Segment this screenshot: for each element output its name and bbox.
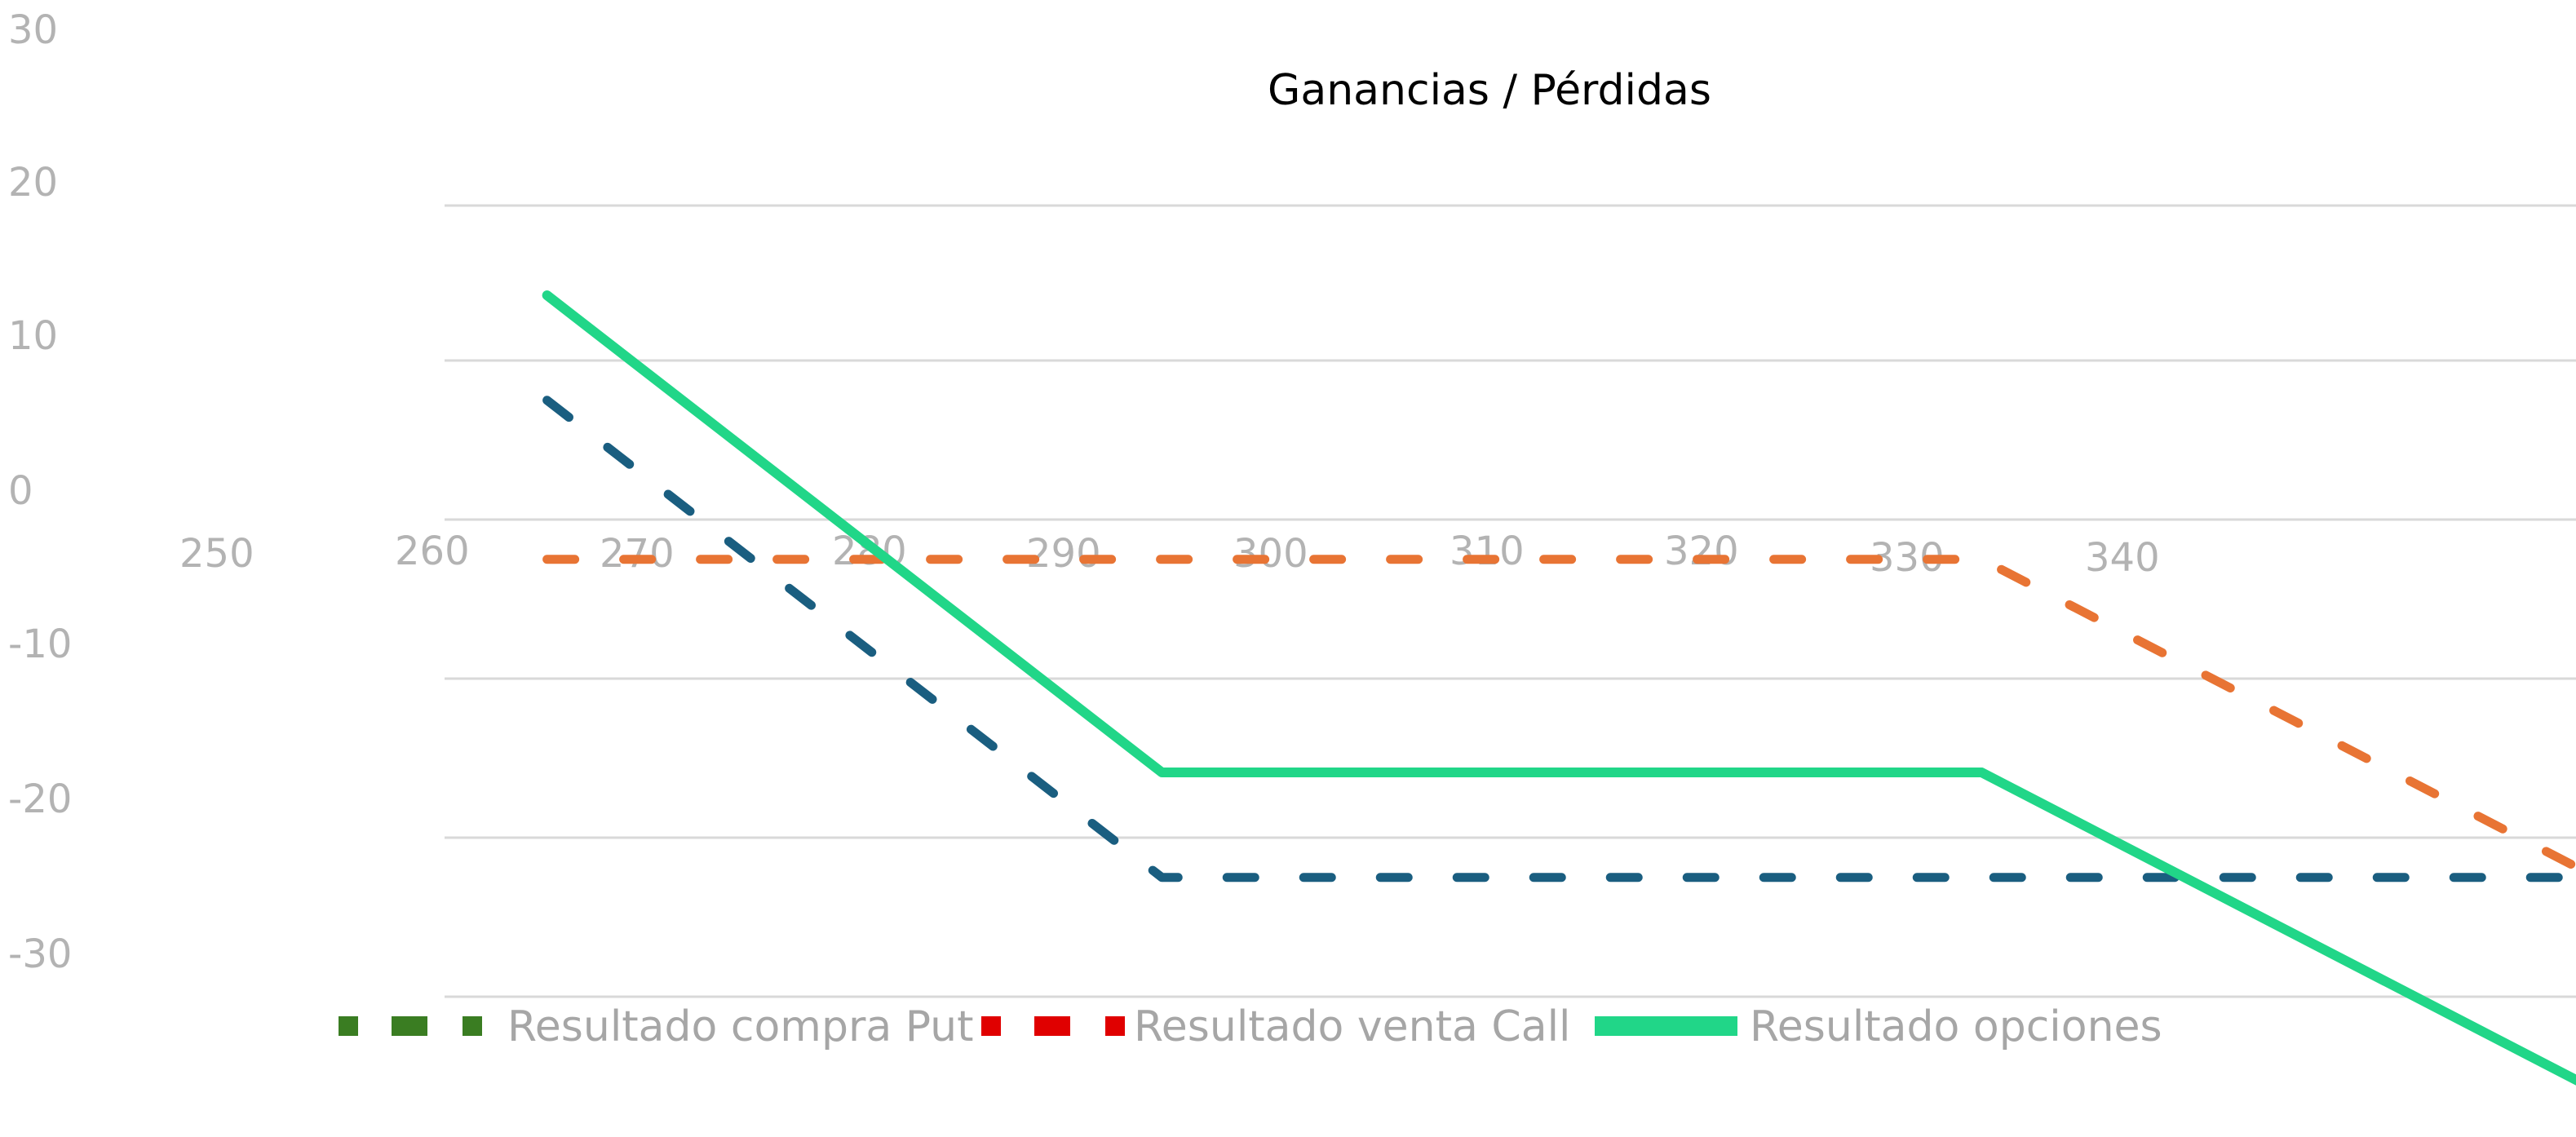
y-tick-label: 10	[8, 313, 58, 359]
x-tick-label: 320	[1664, 529, 1739, 574]
legend-swatch	[981, 1016, 1001, 1036]
y-tick-label: -20	[8, 776, 72, 822]
legend-swatch	[1105, 1016, 1125, 1036]
legend-label: Resultado opciones	[1750, 1002, 2162, 1051]
y-tick-label: 0	[8, 468, 33, 514]
y-tick-label: -30	[8, 931, 72, 977]
y-tick-label: 30	[8, 7, 58, 53]
x-tick-label: 250	[179, 531, 255, 577]
series-line-3	[542, 290, 2576, 1086]
gridlines	[445, 204, 2576, 998]
x-tick-label: 260	[395, 529, 470, 574]
legend-swatch	[339, 1016, 358, 1036]
chart-title: Ganancias / Pérdidas	[1268, 66, 1711, 115]
series-lines	[542, 290, 2576, 1086]
legend-item-3: Resultado opciones	[1595, 1002, 2162, 1051]
x-tick-label: 310	[1450, 529, 1525, 574]
legend-swatch	[392, 1016, 427, 1036]
x-tick-label: 300	[1233, 531, 1308, 577]
legend: Resultado compra Put Resultado venta Call…	[339, 1002, 2162, 1051]
legend-item-1: Resultado compra Put	[339, 1002, 974, 1051]
legend-label: Resultado venta Call	[1134, 1002, 1570, 1051]
series-line-2	[542, 555, 2576, 872]
x-axis-tick-labels: 250 260 270 280 290 300 310 320 330 340	[179, 529, 2160, 581]
series-line-1	[542, 396, 2576, 883]
legend-item-2: Resultado venta Call	[981, 1002, 1570, 1051]
y-tick-label: -10	[8, 622, 72, 667]
x-tick-label: 270	[600, 531, 675, 577]
legend-label: Resultado compra Put	[507, 1002, 974, 1051]
legend-swatch	[1595, 1016, 1737, 1036]
legend-swatch	[463, 1016, 482, 1036]
y-axis-tick-labels: 30 20 10 0 -10 -20 -30	[8, 7, 72, 977]
x-tick-label: 290	[1026, 531, 1101, 577]
x-tick-label: 340	[2085, 535, 2160, 581]
legend-swatch	[1034, 1016, 1070, 1036]
y-tick-label: 20	[8, 160, 58, 206]
